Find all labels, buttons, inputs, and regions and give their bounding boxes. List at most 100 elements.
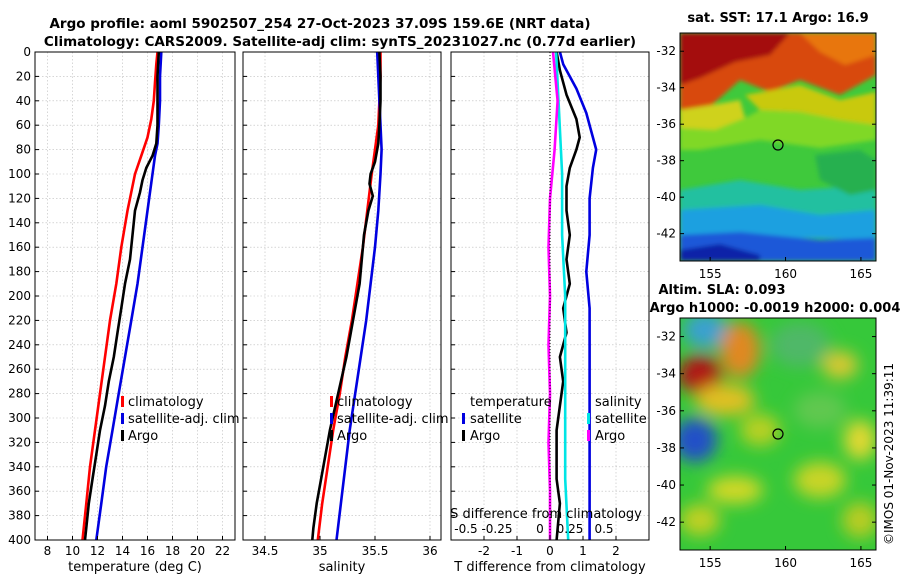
sla-heatmap: [680, 318, 876, 550]
title-line-1: Argo profile: aoml 5902507_254 27-Oct-20…: [49, 16, 590, 32]
difference-top-xlabel: S difference from climatology: [450, 507, 642, 522]
map-y-tick-label: -36: [656, 117, 676, 131]
legend-t-satellite: satellite: [470, 412, 522, 427]
x-tick-label: 8: [44, 544, 52, 558]
legend-argo: Argo: [337, 429, 367, 444]
argo-float-marker: [772, 139, 784, 151]
copyright-label: ©IMOS 01-Nov-2023 11:39:11: [882, 363, 896, 545]
sla-map-title-1: Altim. SLA: 0.093: [659, 283, 786, 298]
x-tick-label: 18: [165, 544, 180, 558]
x-tick-label: -2: [478, 544, 490, 558]
sst-map-title: sat. SST: 17.1 Argo: 16.9: [687, 11, 868, 26]
map-y-tick-label: -42: [656, 227, 676, 241]
sla-map-frame: [679, 317, 877, 551]
series-line-climatology: [81, 51, 159, 541]
x-tick-label: 35: [312, 544, 327, 558]
map-y-tick-label: -36: [656, 404, 676, 418]
map-x-tick-label: 165: [849, 267, 872, 281]
series-line-t-argo: [555, 51, 581, 541]
title-line-2: Climatology: CARS2009. Satellite-adj cli…: [44, 34, 636, 50]
y-tick-label: 220: [8, 313, 31, 327]
y-tick-label: 0: [23, 45, 31, 59]
map-x-tick-label: 165: [849, 556, 872, 570]
y-tick-label: 240: [8, 338, 31, 352]
x-tick-label: 12: [90, 544, 105, 558]
x-tick-label: 34.5: [252, 544, 279, 558]
x-tick-label: 20: [190, 544, 205, 558]
x-tick-label: 36: [422, 544, 437, 558]
map-y-tick-label: -34: [656, 81, 676, 95]
x-tick-label: -1: [511, 544, 523, 558]
sst-heatmap: [680, 33, 876, 261]
y-tick-label: 180: [8, 265, 31, 279]
difference-legend: temperature satellite Argo salinity sate…: [462, 395, 647, 444]
y-tick-label: 80: [16, 143, 31, 157]
sla-map-panel: Altim. SLA: 0.093 Argo h1000: -0.0019 h2…: [650, 283, 900, 570]
legend-satellite-adj: satellite-adj. clim: [337, 412, 449, 427]
top-x-tick-label: -0.5: [454, 522, 477, 536]
x-tick-label: 14: [115, 544, 130, 558]
top-x-tick-label: 0: [536, 522, 544, 536]
y-tick-label: 320: [8, 435, 31, 449]
series-line-argo: [83, 51, 161, 541]
y-tick-label: 160: [8, 240, 31, 254]
sst-map-frame: [679, 32, 877, 262]
y-tick-label: 400: [8, 533, 31, 547]
legend-temperature-title: temperature: [470, 395, 552, 410]
argo-float-marker: [772, 428, 784, 440]
legend-s-argo: Argo: [595, 429, 625, 444]
map-y-tick-label: -42: [656, 515, 676, 529]
sla-map-title-2: Argo h1000: -0.0019 h2000: 0.004: [650, 301, 900, 316]
y-tick-label: 280: [8, 387, 31, 401]
x-tick-label: 16: [140, 544, 155, 558]
map-x-tick-label: 155: [699, 556, 722, 570]
temperature-panel: 8 10 12 14 16 18 20 220204060801001201401601802…: [8, 45, 240, 575]
x-tick-label: 10: [65, 544, 80, 558]
salinity-panel: 34.5 35 35.5 36 salinity climatology satell…: [242, 51, 449, 575]
sst-map-panel: sat. SST: 17.1 Argo: 16.9 155 160 165 -32 -3…: [656, 11, 877, 281]
x-tick-label: 22: [215, 544, 230, 558]
difference-panel: -2 -1 0 1 2-0.5 -0.25 0 0.25 0.5 S difference fr…: [450, 51, 650, 575]
y-tick-label: 120: [8, 191, 31, 205]
legend-satellite-adj: satellite-adj. clim: [128, 412, 240, 427]
series-line-argo: [311, 51, 382, 541]
y-tick-label: 40: [16, 94, 31, 108]
map-x-tick-label: 155: [699, 267, 722, 281]
legend-s-satellite: satellite: [595, 412, 647, 427]
y-tick-label: 260: [8, 362, 31, 376]
top-x-tick-label: -0.25: [481, 522, 512, 536]
legend-climatology: climatology: [128, 395, 204, 410]
y-tick-label: 100: [8, 167, 31, 181]
difference-xlabel: T difference from climatology: [453, 560, 646, 575]
map-y-tick-label: -40: [656, 478, 676, 492]
y-tick-label: 60: [16, 118, 31, 132]
x-tick-label: 35.5: [362, 544, 389, 558]
map-y-tick-label: -32: [656, 330, 676, 344]
temperature-xlabel: temperature (deg C): [68, 560, 202, 575]
x-tick-label: 1: [579, 544, 587, 558]
legend-climatology: climatology: [337, 395, 413, 410]
top-x-tick-label: 0.25: [557, 522, 584, 536]
series-line-s-satellite: [554, 51, 570, 541]
map-y-tick-label: -34: [656, 367, 676, 381]
salinity-legend: climatology satellite-adj. clim Argo: [330, 395, 449, 444]
y-tick-label: 340: [8, 460, 31, 474]
legend-t-argo: Argo: [470, 429, 500, 444]
y-tick-label: 20: [16, 69, 31, 83]
salinity-xlabel: salinity: [319, 560, 366, 575]
map-y-tick-label: -38: [656, 441, 676, 455]
y-tick-label: 380: [8, 509, 31, 523]
top-x-tick-label: 0.5: [594, 522, 613, 536]
legend-salinity-title: salinity: [595, 395, 642, 410]
y-tick-label: 360: [8, 484, 31, 498]
x-tick-label: 0: [546, 544, 554, 558]
map-y-tick-label: -40: [656, 190, 676, 204]
legend-argo: Argo: [128, 429, 158, 444]
y-tick-label: 200: [8, 289, 31, 303]
map-x-tick-label: 160: [774, 556, 797, 570]
y-tick-label: 140: [8, 216, 31, 230]
x-tick-label: 2: [612, 544, 620, 558]
map-y-tick-label: -32: [656, 44, 676, 58]
series-line-satellite-adj-clim: [95, 51, 163, 541]
